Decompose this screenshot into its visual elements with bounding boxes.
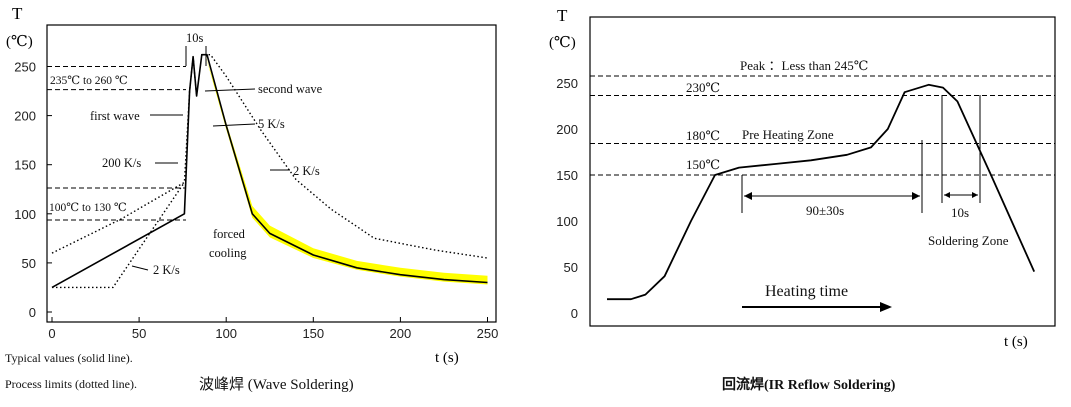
left-x-tick-label: 0 bbox=[48, 326, 55, 341]
ann-cooling: cooling bbox=[209, 246, 247, 260]
right-reflow-profile-line bbox=[607, 83, 1036, 301]
right-ref-label-peak: Peak ：Less than 245℃ bbox=[740, 58, 868, 73]
left-y-axis-unit: (℃) bbox=[6, 34, 33, 50]
left-y-tick-label: 250 bbox=[14, 60, 36, 75]
left-y-tick-label: 0 bbox=[29, 305, 36, 320]
ann-90-30s: 90±30s bbox=[806, 203, 844, 218]
ann-second-wave: second wave bbox=[258, 82, 323, 96]
two-ks-lower-leader bbox=[131, 265, 149, 271]
left-y-tick-label: 200 bbox=[14, 109, 36, 124]
right-y-tick-label: 200 bbox=[556, 122, 578, 137]
ann-235-260: 235℃ to 260 ℃ bbox=[50, 75, 128, 87]
right-y-tick-label: 0 bbox=[571, 306, 578, 321]
right-axis-ticks: 0 50 100 150 200 250 bbox=[556, 76, 578, 321]
right-ref-label-230: 230℃ bbox=[686, 80, 720, 95]
ann-soldering-zone: Soldering Zone bbox=[928, 233, 1009, 248]
left-dotted-limit-line-1 bbox=[52, 182, 185, 289]
right-y-tick-label: 150 bbox=[556, 168, 578, 183]
ann-5ks: 5 K/s bbox=[258, 117, 285, 131]
note-process-limits: Process limits (dotted line). bbox=[5, 377, 137, 391]
right-y-axis-title: T bbox=[557, 6, 568, 25]
left-plot-frame bbox=[46, 24, 497, 323]
right-y-tick-label: 100 bbox=[556, 214, 578, 229]
ann-heating-time: Heating time bbox=[765, 283, 848, 300]
second-wave-leader bbox=[204, 88, 256, 92]
ann-10s-right: 10s bbox=[951, 205, 969, 220]
left-y-axis-title: T bbox=[12, 4, 23, 23]
note-typical-values: Typical values (solid line). bbox=[5, 351, 133, 365]
right-y-tick-label: 250 bbox=[556, 76, 578, 91]
wave-soldering-chart: T (℃) 0 50 100 150 200 250 0 50 100 150 200 250 10s… bbox=[5, 4, 498, 393]
ann-10s-left: 10s bbox=[186, 31, 204, 45]
left-y-tick-label: 100 bbox=[14, 207, 36, 222]
right-chart-title: 回流焊(IR Reflow Soldering) bbox=[722, 376, 896, 393]
left-x-tick-label: 200 bbox=[390, 326, 412, 341]
ann-100-130: 100℃ to 130 ℃ bbox=[49, 202, 127, 214]
ann-first-wave: first wave bbox=[90, 109, 140, 123]
ann-preheating-zone: Pre Heating Zone bbox=[742, 127, 834, 142]
five-ks-leader bbox=[212, 123, 256, 127]
left-x-axis-title: t (s) bbox=[435, 350, 459, 366]
left-axis-ticks: 0 50 100 150 200 250 0 50 100 150 200 250 bbox=[14, 60, 498, 342]
left-x-tick-label: 250 bbox=[477, 326, 499, 341]
right-y-tick-label: 50 bbox=[564, 260, 578, 275]
ann-2ks-lower: 2 K/s bbox=[153, 263, 180, 277]
heating-time-arrow bbox=[742, 302, 892, 312]
left-x-tick-label: 150 bbox=[302, 326, 324, 341]
right-ref-label-180: 180℃ bbox=[686, 128, 720, 143]
right-ref-label-150: 150℃ bbox=[686, 157, 720, 172]
left-dotted-limit-line-0 bbox=[51, 54, 488, 259]
soldering-interval-arrow bbox=[944, 192, 978, 198]
left-y-tick-label: 150 bbox=[14, 158, 36, 173]
ann-2ks-upper: 2 K/s bbox=[293, 164, 320, 178]
right-y-axis-unit: (℃) bbox=[549, 35, 576, 51]
left-chart-title: 波峰焊 (Wave Soldering) bbox=[199, 376, 354, 393]
left-x-tick-label: 50 bbox=[132, 326, 146, 341]
right-x-axis-title: t (s) bbox=[1004, 334, 1028, 350]
left-y-tick-label: 50 bbox=[22, 256, 36, 271]
ann-forced: forced bbox=[213, 227, 246, 241]
preheat-interval-arrow bbox=[744, 192, 920, 200]
left-x-tick-label: 100 bbox=[215, 326, 237, 341]
ann-200ks: 200 K/s bbox=[102, 156, 141, 170]
right-series-group bbox=[607, 83, 1036, 301]
right-plot-frame bbox=[589, 16, 1056, 327]
